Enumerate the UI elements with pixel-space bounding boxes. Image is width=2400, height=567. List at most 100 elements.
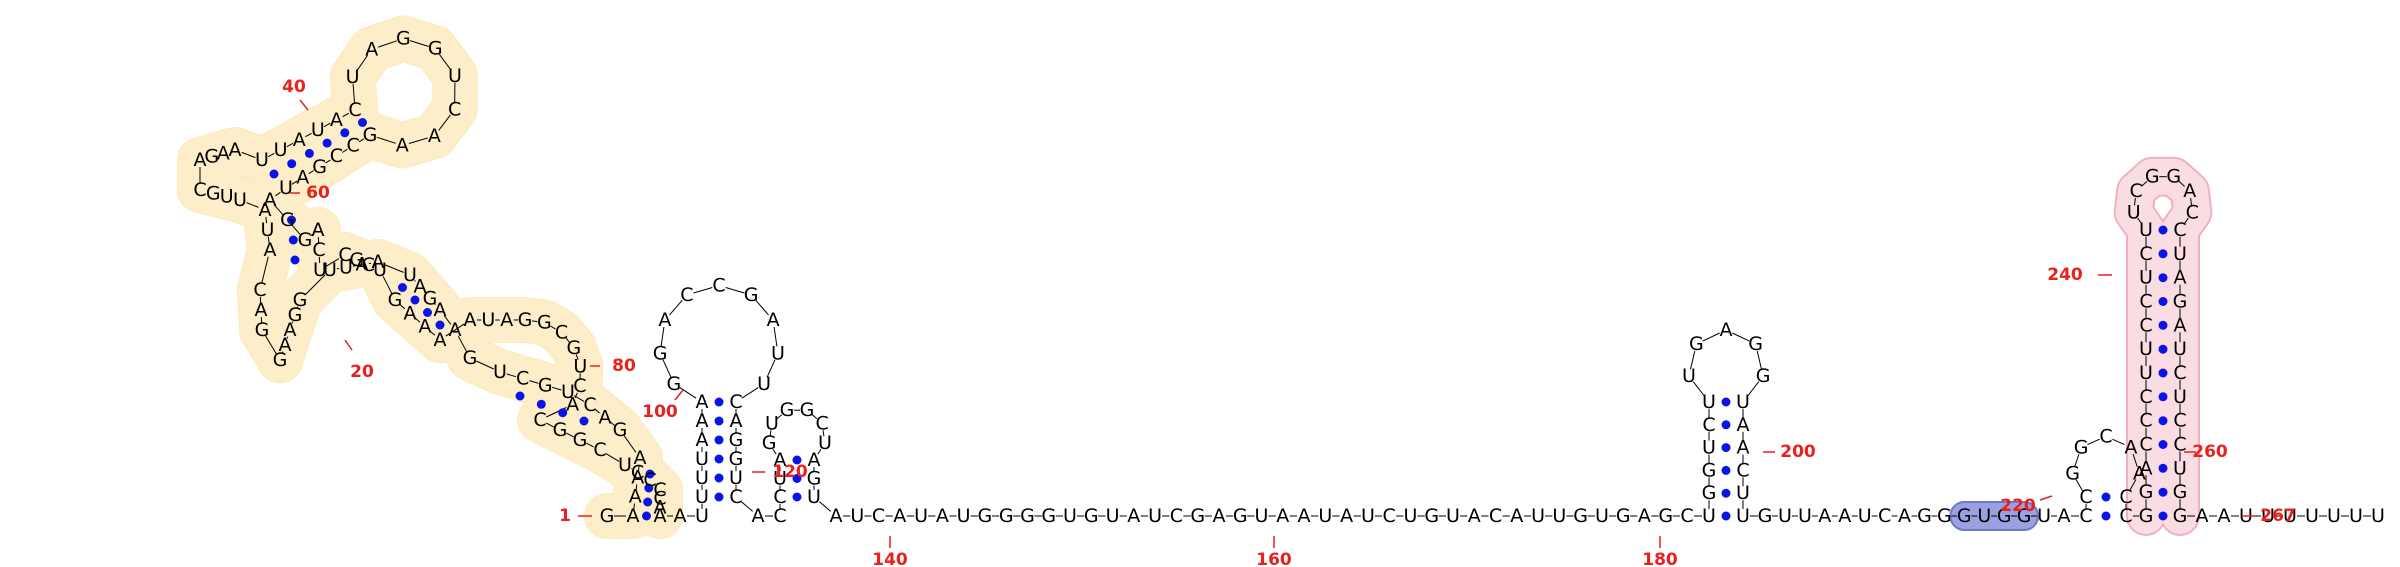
nucleotide: A (936, 505, 949, 527)
nucleotide: G (567, 337, 582, 359)
backbone-link (776, 414, 783, 420)
number-tick (2039, 495, 2053, 501)
nucleotide: A (631, 466, 644, 488)
nucleotide: A (2196, 505, 2209, 527)
nucleotide: C (573, 375, 586, 397)
number-tick (344, 339, 353, 351)
backbone-link (755, 299, 769, 316)
backbone-link (623, 435, 637, 453)
position-number-160: 160 (1256, 550, 1292, 567)
backbone-link (1690, 350, 1696, 370)
backbone-link (605, 453, 620, 462)
nucleotide: G (744, 284, 759, 306)
nucleotide: C (1170, 505, 1183, 527)
nucleotide: C (729, 391, 742, 413)
nucleotide: C (815, 412, 828, 434)
base-pair-dot (398, 283, 407, 292)
nucleotide: U (2173, 338, 2187, 360)
nucleotide: A (1898, 505, 1911, 527)
backbone-link (408, 137, 428, 144)
backbone-link (376, 136, 396, 144)
backbone-link (323, 122, 331, 128)
base-pair-dot (645, 469, 655, 479)
nucleotide: U (346, 66, 360, 88)
base-pair-dot (2158, 487, 2168, 497)
nucleotide: C (2139, 410, 2152, 432)
backbone-link (1702, 332, 1720, 342)
backbone-link (586, 442, 594, 448)
backbone-link (414, 317, 421, 323)
backbone-link (2112, 438, 2125, 446)
nucleotide: A (2183, 180, 2196, 202)
nucleotide: C (516, 368, 529, 390)
nucleotide: G (463, 347, 478, 369)
nucleotide: A (2124, 436, 2137, 458)
nucleotide: C (2119, 486, 2132, 508)
nucleotide: A (696, 410, 709, 432)
position-number-200: 200 (1780, 442, 1816, 462)
base-pair-dot (435, 320, 445, 330)
backbone-link (822, 430, 825, 437)
nucleotide: C (653, 488, 666, 510)
nucleotide: C (2139, 314, 2152, 336)
base-pair-dot (1721, 420, 1731, 430)
position-number-267: 267 (2260, 506, 2296, 526)
backbone-link (595, 409, 600, 414)
base-pair-dot (714, 454, 724, 464)
nucleotide: A (414, 276, 427, 298)
nucleotide: G (2139, 505, 2154, 527)
backbone-link (2134, 197, 2136, 206)
nucleotide: A (434, 299, 447, 321)
backbone-link (267, 236, 270, 244)
nucleotide: G (553, 419, 568, 441)
backbone-link (438, 114, 451, 131)
nucleotide: A (259, 199, 272, 221)
base-pair-dot (2158, 416, 2168, 426)
nucleotide: A (434, 329, 447, 351)
nucleotide: G (1616, 505, 1631, 527)
nucleotide: U (1446, 505, 1460, 527)
nucleotide: U (1702, 505, 1716, 527)
position-number-260: 260 (2192, 442, 2228, 462)
backbone-link (414, 280, 416, 282)
base-pair-dot (2158, 297, 2168, 306)
backbone-link (766, 359, 776, 378)
nucleotide: U (1798, 505, 1812, 527)
nucleotide: C (348, 99, 361, 121)
nucleotide: U (2305, 505, 2319, 527)
nucleotide: U (311, 119, 325, 141)
backbone-link (2141, 181, 2148, 187)
nucleotide: G (1689, 333, 1704, 355)
backbone-link (291, 224, 301, 236)
nucleotide: C (330, 145, 343, 167)
highlight-layer (177, 15, 2213, 539)
nucleotide: U (481, 309, 495, 331)
nucleotide: C (2139, 243, 2152, 265)
backbone-link (817, 448, 822, 455)
nucleotide: G (1233, 505, 1248, 527)
nucleotide: A (293, 129, 306, 151)
backbone-link (305, 132, 312, 138)
nucleotide: C (193, 179, 206, 201)
backbone-link (274, 204, 284, 216)
nucleotide: A (2174, 314, 2187, 336)
nucleotide: G (2017, 505, 2032, 527)
nucleotide: U (1778, 505, 1792, 527)
nucleotide: U (1552, 505, 1566, 527)
nucleotide: U (695, 486, 709, 508)
backbone-link (310, 233, 313, 237)
nucleotide: A (1276, 505, 1289, 527)
base-pair-dot (304, 148, 314, 158)
nucleotide: A (599, 407, 612, 429)
nucleotide: G (978, 505, 993, 527)
backbone-link (342, 112, 350, 118)
backbone-link (529, 380, 539, 384)
domain-highlight-fill (178, 16, 682, 538)
position-number-20: 20 (350, 362, 374, 382)
nucleotide: U (448, 65, 462, 87)
backbone-link (434, 303, 436, 305)
base-pair-dot (2158, 392, 2168, 402)
nucleotide: U (323, 259, 337, 281)
base-pair-dot (792, 455, 802, 465)
nucleotide: A (1720, 319, 1733, 341)
